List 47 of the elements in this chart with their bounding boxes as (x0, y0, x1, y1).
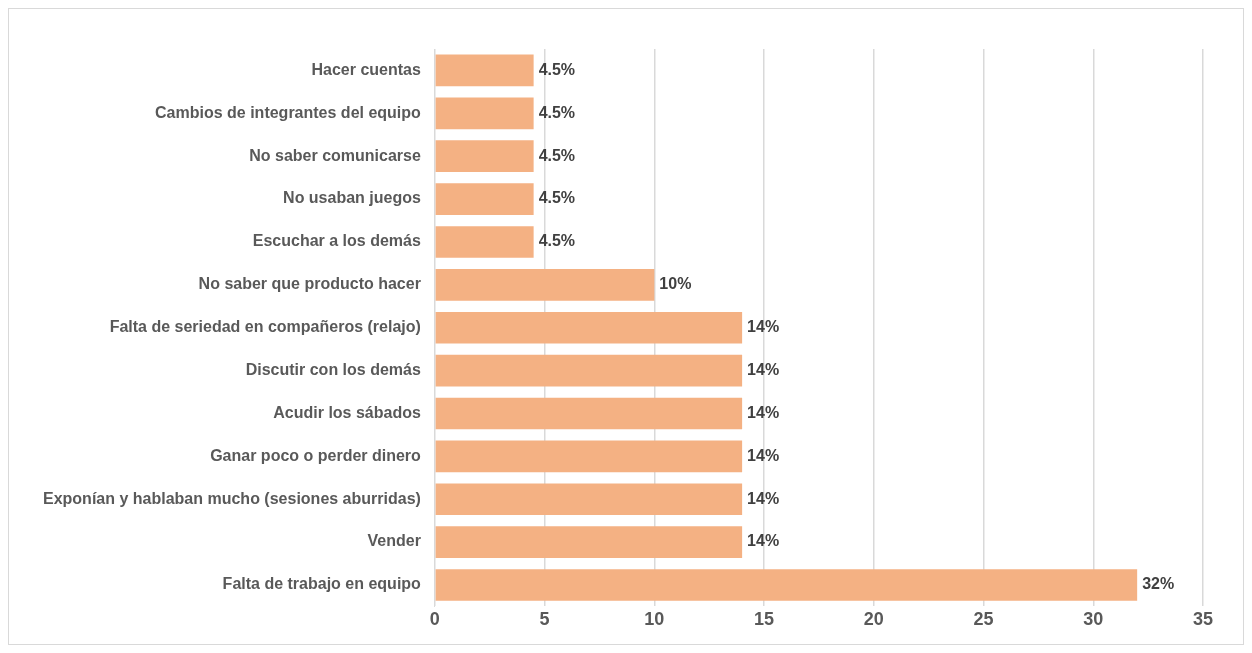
data-label: 14% (747, 446, 780, 464)
bar (435, 569, 1138, 601)
y-tick-label: Falta de trabajo en equipo (222, 575, 422, 593)
bar (435, 354, 743, 387)
data-label: 10% (659, 275, 692, 293)
data-label: 14% (747, 489, 780, 507)
bar (435, 397, 743, 430)
y-tick-label: Exponían y hablaban mucho (sesiones aburridas) (42, 489, 421, 507)
y-tick-label: Cambios de integrantes del equipo (155, 103, 422, 121)
data-label: 14% (747, 403, 780, 421)
y-tick-label: Discutir con los demás (245, 360, 421, 378)
bar (435, 226, 534, 258)
y-tick-label: No saber que producto hacer (198, 275, 421, 293)
bar (435, 140, 534, 173)
data-label: 14% (747, 318, 780, 336)
bar (435, 269, 655, 301)
bar (435, 440, 743, 473)
x-tick-label: 35 (1192, 609, 1214, 630)
data-label: 14% (747, 532, 780, 550)
y-tick-label: Escuchar a los demás (252, 232, 421, 250)
y-tick-label: Falta de seriedad en compañeros (relajo) (109, 318, 421, 336)
data-label: 4.5% (538, 146, 576, 164)
x-tick-label: 20 (863, 609, 884, 630)
y-tick-label: No usaban juegos (283, 189, 421, 207)
x-tick-label: 5 (539, 609, 550, 630)
x-tick-label: 30 (1083, 609, 1104, 630)
bar (435, 483, 743, 516)
data-label: 4.5% (538, 189, 576, 207)
x-tick-label: 10 (644, 609, 665, 630)
y-tick-label: Hacer cuentas (311, 60, 421, 78)
data-label: 32% (1142, 575, 1175, 593)
bar (435, 97, 534, 130)
bar (435, 183, 534, 215)
y-tick-label: Acudir los sábados (273, 403, 421, 421)
x-tick-label: 15 (754, 609, 775, 630)
bar (435, 311, 743, 344)
bar (435, 526, 743, 558)
bar (435, 54, 534, 87)
data-label: 4.5% (538, 232, 576, 250)
data-label: 4.5% (538, 60, 576, 78)
x-tick-label: 0 (429, 609, 440, 630)
y-tick-label: Ganar poco o perder dinero (210, 446, 422, 464)
data-label: 14% (747, 360, 780, 378)
x-tick-label: 25 (973, 609, 994, 630)
y-tick-label: No saber comunicarse (249, 146, 421, 164)
y-tick-label: Vender (367, 532, 421, 550)
data-label: 4.5% (538, 103, 576, 121)
